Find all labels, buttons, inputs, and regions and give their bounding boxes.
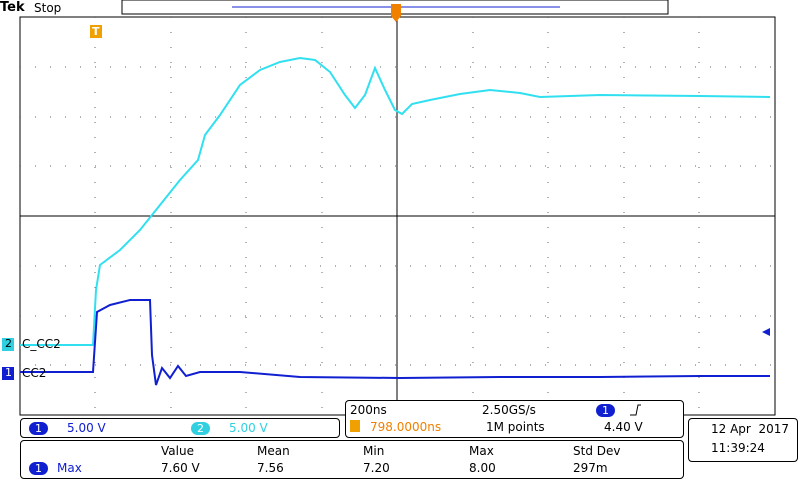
- column-header: Std Dev: [573, 444, 621, 458]
- ch2-scale: 5.00 V: [229, 421, 268, 435]
- trigger-icon: [350, 420, 360, 432]
- trigger-position-marker: [391, 4, 401, 22]
- ch1-label: CC2: [22, 366, 47, 380]
- measurement-value: 7.60 V: [161, 461, 200, 475]
- trigger-marker: T: [92, 25, 100, 38]
- measurement-box: Value Mean Min Max Std Dev 1 Max 7.60 V …: [20, 440, 684, 479]
- ch1-marker-box: [2, 367, 14, 380]
- ch1-badge: 1: [29, 422, 48, 435]
- measurement-value: 7.56: [257, 461, 284, 475]
- trigger-channel: 1: [596, 404, 615, 417]
- column-header: Value: [161, 444, 194, 458]
- ch1-trace: [20, 299, 770, 386]
- ch2-label: C_CC2: [22, 337, 61, 351]
- channel-scale-box: 1 5.00 V 2 5.00 V: [20, 418, 340, 438]
- trigger-level: 4.40 V: [604, 420, 643, 434]
- brand: Tek: [0, 0, 25, 15]
- measurement-name: Max: [57, 461, 82, 475]
- ch1-number: 1: [5, 366, 12, 379]
- measurement-channel: 1: [29, 462, 48, 475]
- column-header: Max: [469, 444, 494, 458]
- datetime-box: 12 Apr 2017 11:39:24: [688, 418, 798, 462]
- ch2-number: 2: [5, 337, 12, 350]
- measurement-value: 7.20: [363, 461, 390, 475]
- timebase-box: 200ns 2.50GS/s 1 798.0000ns 1M points 4.…: [345, 400, 684, 438]
- record-length: 1M points: [486, 420, 545, 434]
- ch1-scale: 5.00 V: [67, 421, 106, 435]
- measurement-value: 297m: [573, 461, 608, 475]
- trigger-position: 798.0000ns: [370, 420, 442, 434]
- time-per-div: 200ns: [350, 403, 387, 417]
- time: 11:39:24: [711, 441, 765, 455]
- slope-icon: [630, 404, 641, 416]
- ch2-marker-box: [2, 338, 14, 351]
- column-header: Mean: [257, 444, 290, 458]
- date: 12 Apr 2017: [711, 422, 790, 436]
- status: Stop: [34, 1, 62, 15]
- ch2-trace: [20, 56, 771, 346]
- trigger-marker-box: [90, 25, 102, 38]
- measurement-value: 8.00: [469, 461, 496, 475]
- sample-rate: 2.50GS/s: [482, 403, 536, 417]
- column-header: Min: [363, 444, 385, 458]
- ch2-badge: 2: [191, 422, 210, 435]
- trigger-level-marker: [762, 328, 770, 336]
